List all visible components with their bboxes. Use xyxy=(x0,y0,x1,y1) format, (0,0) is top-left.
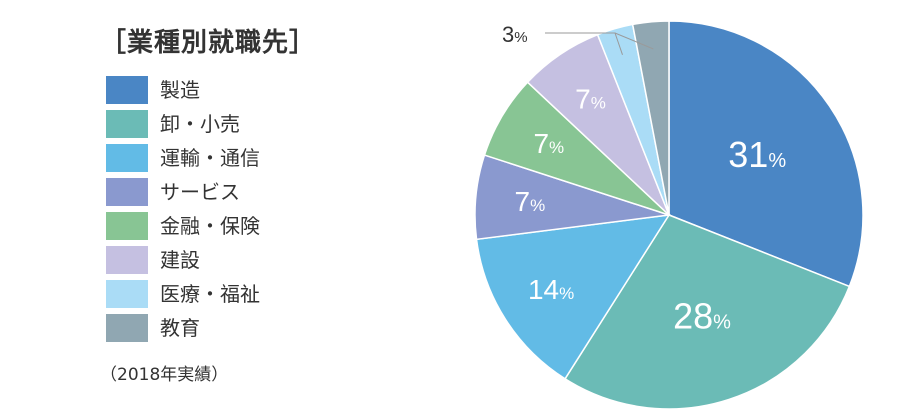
legend-label: 金融・保険 xyxy=(160,214,260,238)
legend-item-finance-insurance: 金融・保険 xyxy=(106,212,260,240)
legend-item-transport-communication: 運輸・通信 xyxy=(106,144,260,172)
legend-item-wholesale-retail: 卸・小売 xyxy=(106,110,260,138)
legend-label: 建設 xyxy=(160,248,200,272)
legend-swatch xyxy=(106,246,148,274)
outer-value-label: 3% xyxy=(502,22,528,47)
legend-swatch xyxy=(106,76,148,104)
legend-item-services: サービス xyxy=(106,178,260,206)
slice-value-label: 7% xyxy=(575,84,606,115)
legend-item-medical-welfare: 医療・福祉 xyxy=(106,280,260,308)
legend-label: 製造 xyxy=(160,78,200,102)
slice-value-label: 7% xyxy=(515,186,546,217)
legend: 製造 卸・小売 運輸・通信 サービス 金融・保険 建設 医療・福祉 教育 xyxy=(106,76,260,348)
slice-value-label: 14% xyxy=(528,274,574,305)
legend-item-education: 教育 xyxy=(106,314,260,342)
legend-item-construction: 建設 xyxy=(106,246,260,274)
footnote: （2018年実績） xyxy=(100,365,229,385)
leader-line xyxy=(545,32,654,50)
legend-swatch xyxy=(106,212,148,240)
legend-swatch xyxy=(106,110,148,138)
legend-title: ［業種別就職先］ xyxy=(100,28,317,58)
legend-label: 教育 xyxy=(160,316,200,340)
legend-label: サービス xyxy=(160,180,240,204)
pie-slice xyxy=(475,214,671,380)
legend-swatch xyxy=(106,280,148,308)
slice-value-label: 7% xyxy=(533,128,564,159)
slice-value-label: 31% xyxy=(728,134,786,175)
pie-slice xyxy=(564,214,851,410)
legend-swatch xyxy=(106,178,148,206)
legend-swatch xyxy=(106,144,148,172)
legend-label: 医療・福祉 xyxy=(160,282,260,306)
legend-label: 運輸・通信 xyxy=(160,146,260,170)
legend-swatch xyxy=(106,314,148,342)
slice-value-label: 28% xyxy=(673,296,731,337)
pie-slice xyxy=(668,20,864,288)
legend-label: 卸・小売 xyxy=(160,112,240,136)
legend-item-manufacturing: 製造 xyxy=(106,76,260,104)
pie-slice xyxy=(631,20,670,216)
